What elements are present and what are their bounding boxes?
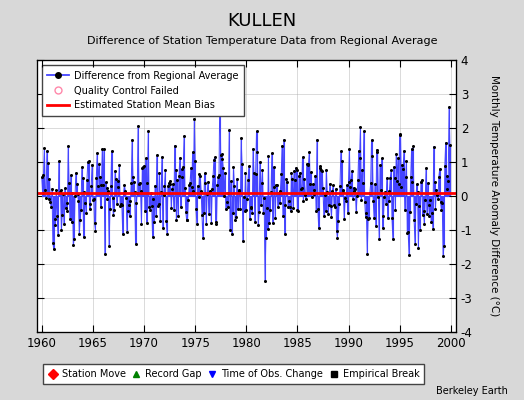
Y-axis label: Monthly Temperature Anomaly Difference (°C): Monthly Temperature Anomaly Difference (… [489, 75, 499, 317]
Legend: Station Move, Record Gap, Time of Obs. Change, Empirical Break: Station Move, Record Gap, Time of Obs. C… [43, 364, 424, 384]
Text: Difference of Station Temperature Data from Regional Average: Difference of Station Temperature Data f… [87, 36, 437, 46]
Text: Berkeley Earth: Berkeley Earth [436, 386, 508, 396]
Text: KULLEN: KULLEN [227, 12, 297, 30]
